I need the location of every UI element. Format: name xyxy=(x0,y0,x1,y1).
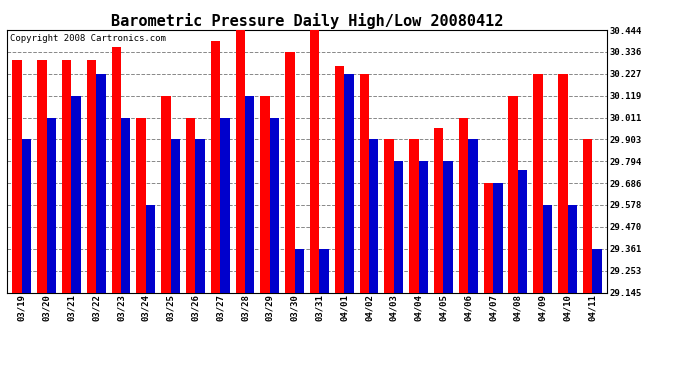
Bar xyxy=(220,117,230,292)
Text: Copyright 2008 Cartronics.com: Copyright 2008 Cartronics.com xyxy=(10,34,166,43)
Bar xyxy=(558,74,567,292)
Bar xyxy=(543,205,552,292)
Bar xyxy=(37,60,47,292)
Bar xyxy=(112,47,121,292)
Title: Barometric Pressure Daily High/Low 20080412: Barometric Pressure Daily High/Low 20080… xyxy=(111,13,503,29)
Bar xyxy=(235,30,245,292)
Bar xyxy=(245,96,255,292)
Bar xyxy=(295,249,304,292)
Bar xyxy=(344,74,354,292)
Bar xyxy=(137,117,146,292)
Bar xyxy=(419,161,428,292)
Bar xyxy=(195,140,205,292)
Bar xyxy=(409,140,419,292)
Bar xyxy=(469,140,477,292)
Bar xyxy=(186,117,195,292)
Bar xyxy=(319,249,329,292)
Bar xyxy=(71,96,81,292)
Bar xyxy=(87,60,96,292)
Bar xyxy=(270,117,279,292)
Bar xyxy=(96,74,106,292)
Bar xyxy=(459,117,469,292)
Bar xyxy=(121,117,130,292)
Bar xyxy=(359,74,369,292)
Bar xyxy=(592,249,602,292)
Bar xyxy=(161,96,170,292)
Bar xyxy=(146,205,155,292)
Bar xyxy=(434,128,444,292)
Bar xyxy=(211,41,220,292)
Bar xyxy=(47,117,56,292)
Bar xyxy=(12,60,22,292)
Bar xyxy=(518,170,527,292)
Bar xyxy=(260,96,270,292)
Bar xyxy=(444,161,453,292)
Bar xyxy=(285,52,295,292)
Bar xyxy=(384,140,394,292)
Bar xyxy=(22,140,31,292)
Bar xyxy=(394,161,403,292)
Bar xyxy=(310,30,319,292)
Bar xyxy=(369,140,379,292)
Bar xyxy=(583,140,592,292)
Bar xyxy=(509,96,518,292)
Bar xyxy=(533,74,543,292)
Bar xyxy=(567,205,577,292)
Bar xyxy=(170,140,180,292)
Bar xyxy=(335,66,344,292)
Bar xyxy=(62,60,71,292)
Bar xyxy=(484,183,493,292)
Bar xyxy=(493,183,502,292)
